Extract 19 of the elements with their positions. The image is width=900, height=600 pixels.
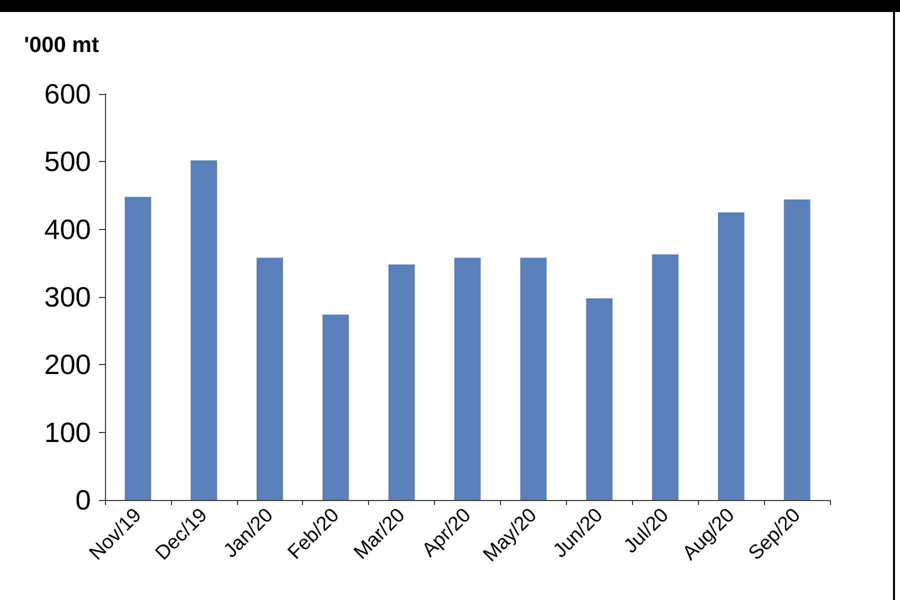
bar — [124, 196, 152, 500]
bar — [454, 258, 481, 500]
y-tick-label: 600 — [44, 78, 91, 110]
bar — [388, 264, 415, 500]
bar — [586, 298, 612, 500]
bar — [652, 254, 678, 500]
y-tick-label: 300 — [44, 282, 91, 312]
y-tick-label: 200 — [44, 349, 91, 380]
y-tick-label: 400 — [44, 214, 91, 245]
bar — [322, 314, 349, 500]
bar — [520, 258, 547, 500]
y-tick-label: 100 — [44, 416, 91, 448]
y-tick-label: 0 — [75, 484, 91, 516]
bar — [718, 212, 744, 500]
bar — [190, 160, 218, 500]
bar — [784, 200, 810, 500]
bar — [256, 258, 283, 500]
y-axis-title: '000 mt — [24, 32, 99, 58]
y-tick-label: 500 — [44, 146, 91, 178]
